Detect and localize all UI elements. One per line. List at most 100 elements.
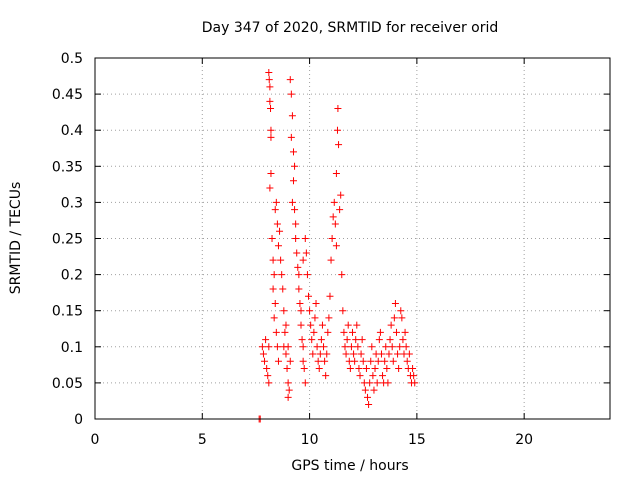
data-point xyxy=(328,235,336,242)
data-point xyxy=(268,235,276,242)
data-point xyxy=(383,364,391,372)
data-point xyxy=(398,314,406,322)
data-point xyxy=(287,90,295,98)
data-point xyxy=(267,133,275,141)
y-tick-label: 0.25 xyxy=(52,232,83,248)
data-point xyxy=(346,364,354,372)
data-point xyxy=(392,328,400,336)
data-point xyxy=(267,126,275,134)
data-point xyxy=(271,299,279,307)
data-point xyxy=(303,271,311,279)
data-point xyxy=(280,307,288,315)
data-point xyxy=(320,343,328,351)
data-point xyxy=(389,357,397,365)
data-point xyxy=(352,336,360,344)
data-point xyxy=(332,242,340,250)
data-point xyxy=(305,292,313,300)
data-point xyxy=(274,242,282,250)
y-tick-label: 0.15 xyxy=(52,304,83,320)
y-tick-label: 0.3 xyxy=(61,195,83,211)
data-point xyxy=(279,285,287,293)
data-point xyxy=(364,393,372,401)
data-point xyxy=(269,285,277,293)
data-point xyxy=(362,364,370,372)
x-tick-label: 10 xyxy=(301,432,319,448)
data-point xyxy=(281,328,289,336)
data-point xyxy=(410,372,418,380)
data-point xyxy=(283,364,291,372)
data-point xyxy=(276,227,284,235)
y-tick-label: 0.45 xyxy=(52,87,83,103)
data-point xyxy=(353,321,361,329)
y-tick-label: 0.1 xyxy=(61,340,83,356)
data-point xyxy=(356,372,364,380)
data-point xyxy=(265,343,273,351)
data-point xyxy=(385,350,393,358)
data-point xyxy=(326,292,334,300)
data-point xyxy=(367,357,375,365)
data-point xyxy=(301,379,309,387)
plot-border xyxy=(94,57,611,420)
data-point xyxy=(289,148,297,156)
data-point xyxy=(295,271,303,279)
data-point xyxy=(334,105,342,113)
data-point xyxy=(384,379,392,387)
data-point xyxy=(394,350,402,358)
data-point xyxy=(340,328,348,336)
data-point xyxy=(323,350,331,358)
grid xyxy=(95,58,610,419)
data-point xyxy=(373,379,381,387)
data-point xyxy=(387,321,395,329)
x-axis-label: GPS time / hours xyxy=(291,458,408,474)
data-point xyxy=(267,170,275,178)
data-point xyxy=(306,307,314,315)
data-point xyxy=(354,343,362,351)
y-tick-label: 0.05 xyxy=(52,376,83,392)
data-point xyxy=(382,343,390,351)
data-point xyxy=(333,126,341,134)
data-point xyxy=(405,350,413,358)
data-point xyxy=(267,105,275,113)
data-point xyxy=(307,321,315,329)
data-point xyxy=(376,328,384,336)
data-point xyxy=(265,76,273,84)
x-tick-label: 5 xyxy=(198,432,207,448)
data-point xyxy=(359,357,367,365)
data-point xyxy=(379,372,387,380)
data-point xyxy=(292,235,300,242)
y-tick-label: 0.4 xyxy=(61,123,83,139)
data-point xyxy=(294,263,302,271)
data-point xyxy=(338,271,346,279)
data-point xyxy=(266,97,274,105)
data-point xyxy=(391,299,399,307)
data-point xyxy=(288,112,296,120)
data-point xyxy=(287,133,295,141)
y-tick-label: 0 xyxy=(74,412,83,428)
data-point xyxy=(335,141,343,149)
data-point xyxy=(301,235,309,242)
data-point xyxy=(293,249,301,257)
data-point xyxy=(311,314,319,322)
data-point xyxy=(366,379,374,387)
data-point xyxy=(318,321,326,329)
data-point xyxy=(271,206,279,214)
data-point xyxy=(312,299,320,307)
data-point xyxy=(302,249,310,257)
data-point xyxy=(374,357,382,365)
data-point xyxy=(298,336,306,344)
data-point xyxy=(402,343,410,351)
data-point xyxy=(288,198,296,206)
data-point xyxy=(365,401,373,409)
data-point xyxy=(324,328,332,336)
data-point xyxy=(347,343,355,351)
data-point xyxy=(375,336,383,344)
data-points xyxy=(255,68,419,423)
data-point xyxy=(342,350,350,358)
data-point xyxy=(361,386,369,394)
data-point xyxy=(313,343,321,351)
data-point xyxy=(284,393,292,401)
data-point xyxy=(371,364,379,372)
data-point xyxy=(299,343,307,351)
data-point xyxy=(277,256,285,264)
